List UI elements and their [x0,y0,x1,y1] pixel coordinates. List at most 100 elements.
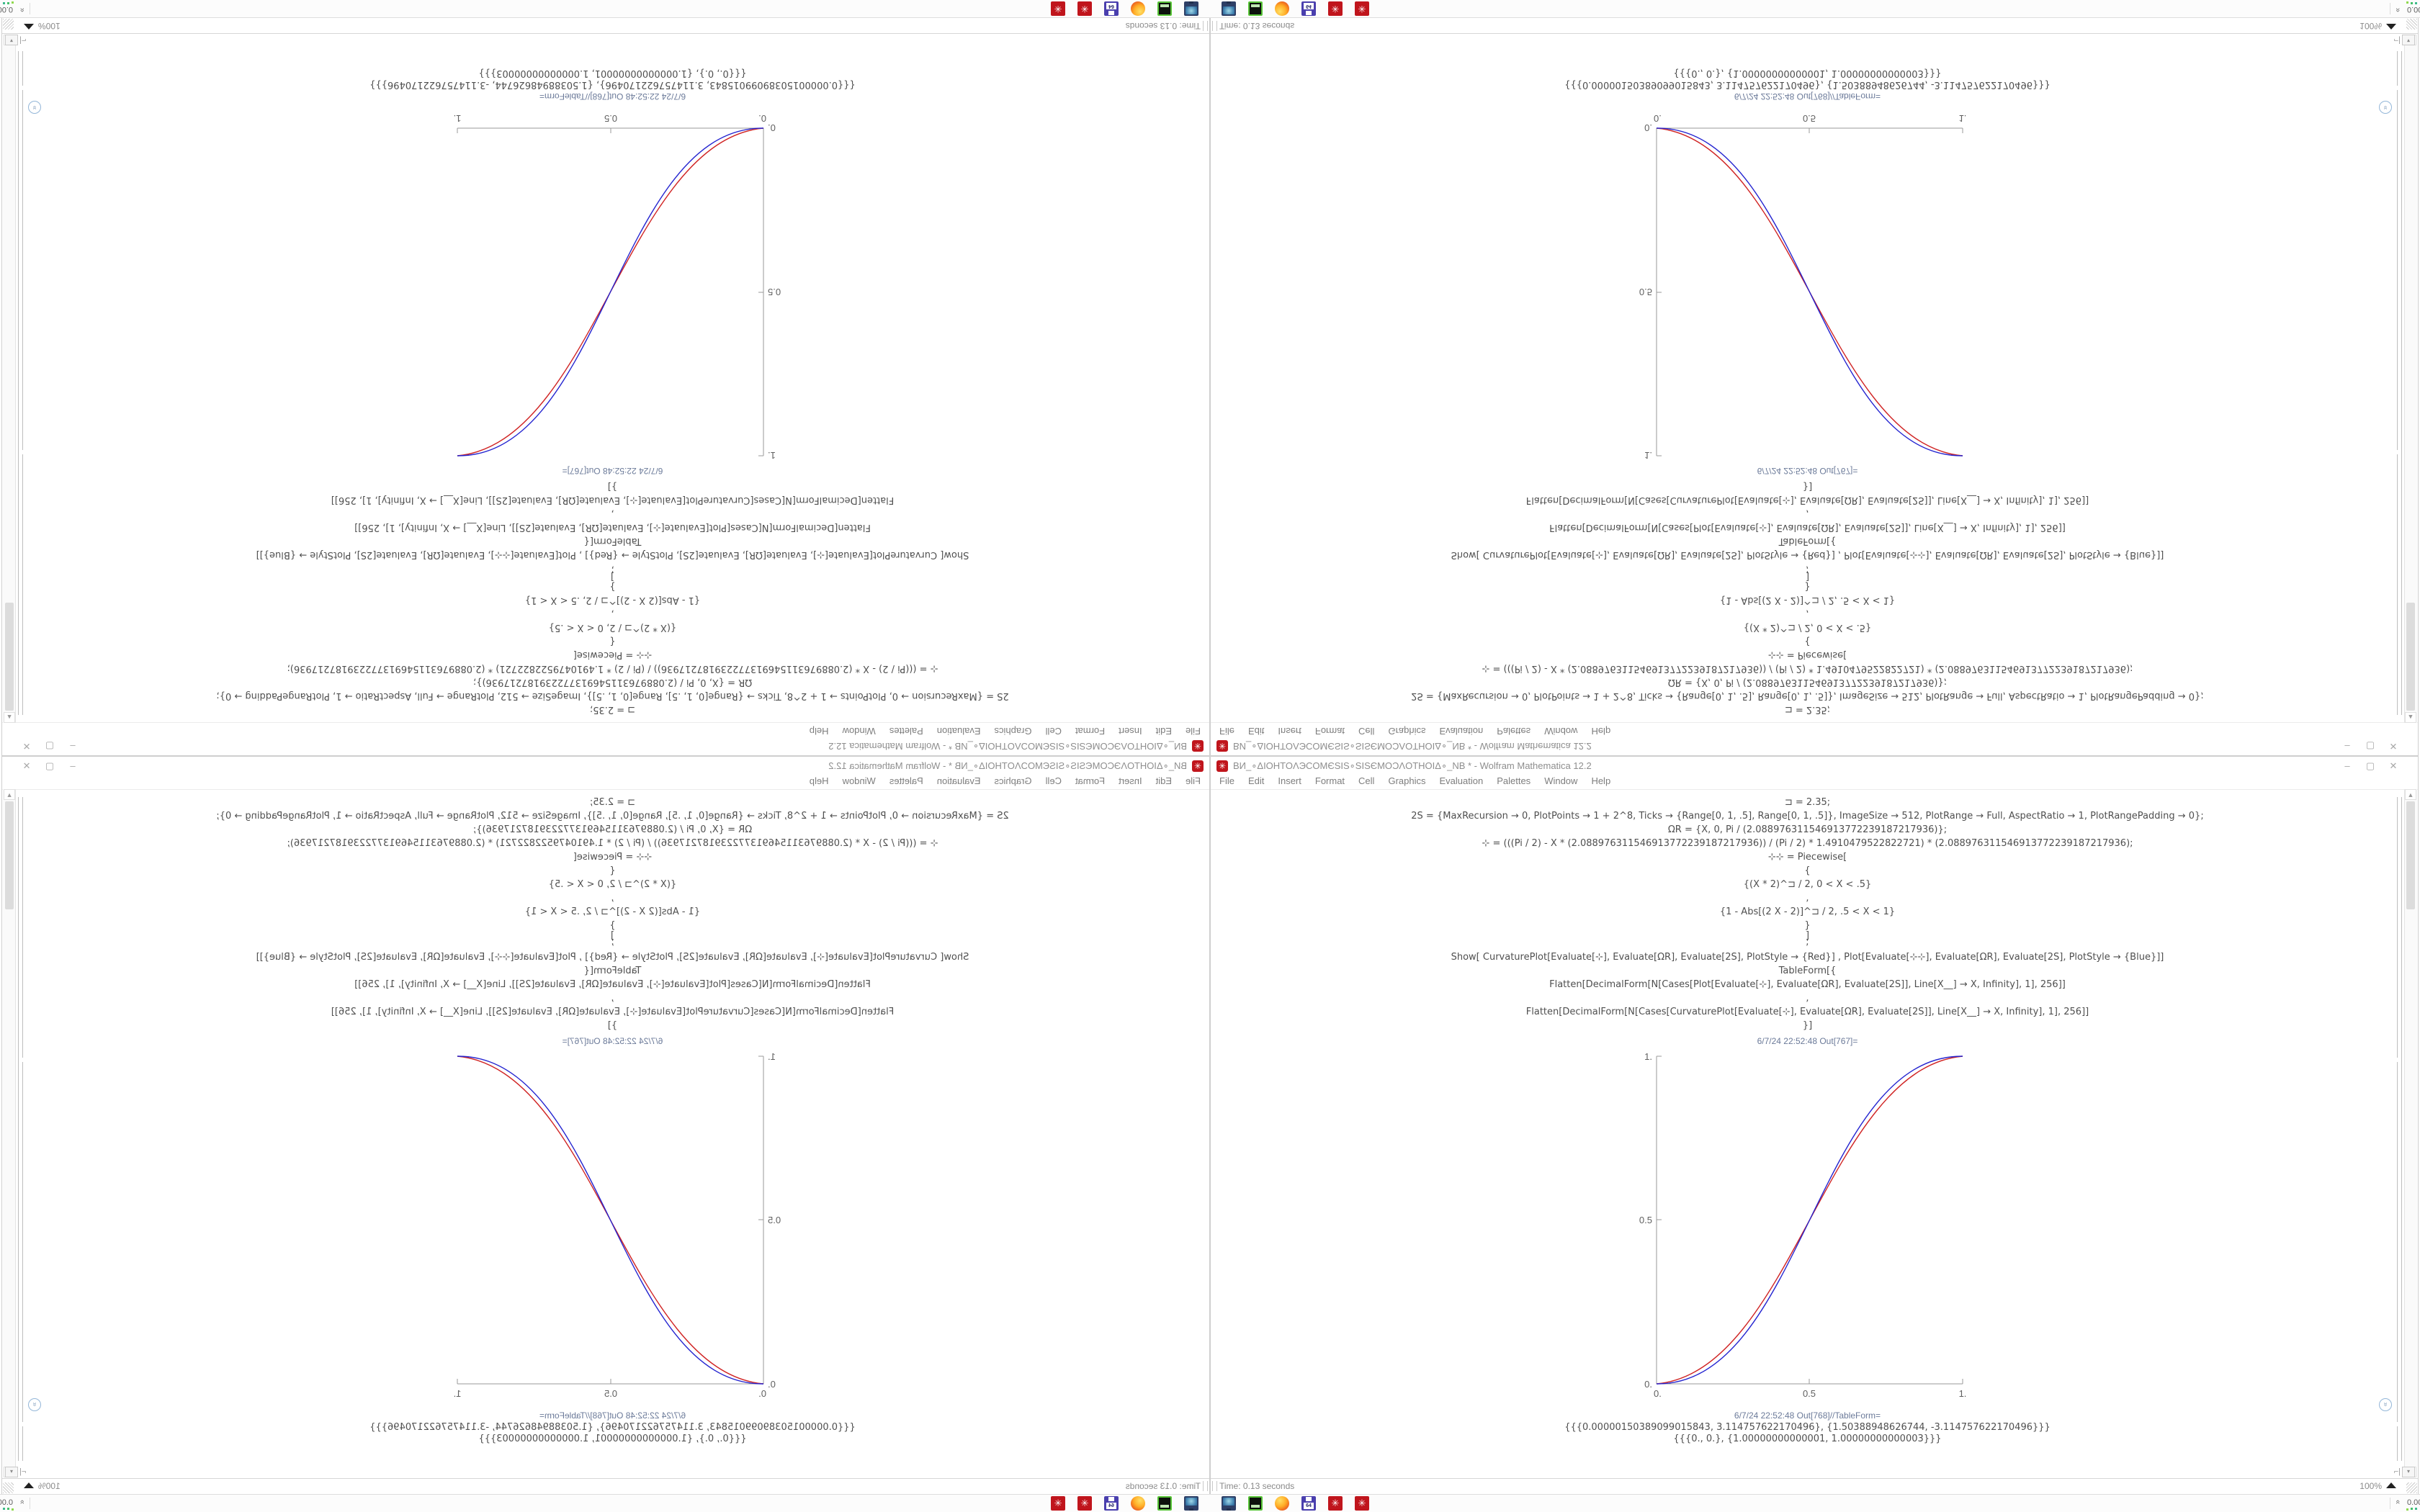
input-code-line[interactable]: ΩR = {X, 0, Pi / (2.08897631154691377223… [472,824,753,835]
magnification-dropdown[interactable]: ▾ [2402,35,2415,45]
input-code-line[interactable]: ] [1805,930,1810,941]
input-code-line[interactable]: Flatten[DecimalForm[N[Cases[Plot[Evaluat… [354,522,871,533]
cell-bracket-group[interactable] [2401,797,2402,1461]
cell-bracket-output-plot[interactable] [22,90,23,450]
vertical-scrollbar[interactable]: ▲ ▼ [3,35,16,723]
input-code-line[interactable]: {(X * 2)^⊐ / 2, 0 < X < .5} [548,879,677,890]
input-code-line[interactable]: 2S = {MaxRecursion → 0, PlotPoints → 1 +… [216,690,1009,701]
input-code-line[interactable]: ΩR = {X, 0, Pi / (2.08897631154691377223… [472,677,753,688]
mathematica-icon[interactable]: ✳ [1077,1,1092,16]
cell-bracket-input[interactable] [2397,797,2398,1058]
menu-edit[interactable]: Edit [1247,726,1265,737]
double-chevron-button[interactable]: » [28,101,41,114]
input-code-line[interactable]: TableForm[{ [1778,536,1837,546]
floppy64-icon[interactable]: 64 [1301,1496,1316,1511]
menu-palettes[interactable]: Palettes [1497,726,1531,737]
menu-insert[interactable]: Insert [1119,726,1142,737]
tray-expand-icon[interactable]: « [17,1499,27,1505]
minimize-button[interactable]: – [70,760,76,771]
menu-edit[interactable]: Edit [1247,775,1265,786]
scrollbar-thumb[interactable] [2406,603,2415,711]
mathematica-icon[interactable]: ✳ [1328,1,1343,16]
input-code-line[interactable]: , [611,993,614,1004]
zoom-level-label[interactable]: 100% [2360,21,2382,31]
input-code-line[interactable]: {1 - Abs[(2 X - 2)]^⊐ / 2, .5 < X < 1} [1719,595,1896,606]
cell-bracket-output-table[interactable] [2397,1426,2398,1461]
magnification-dropdown[interactable]: ▾ [5,35,18,45]
cell-bracket-input[interactable] [22,797,23,1058]
scroll-up-icon[interactable]: ▲ [2405,712,2416,723]
input-code-line[interactable]: Show[ CurvaturePlot[Evaluate[⊹], Evaluat… [1451,952,2164,963]
menu-palettes[interactable]: Palettes [1497,775,1531,786]
minimize-button[interactable]: – [2344,760,2350,771]
input-code-line[interactable]: TableForm[{ [583,966,642,976]
input-code-line[interactable]: ⊹ = (((Pi / 2) - X * (2.0889763115469137… [1482,663,2133,674]
input-code-line[interactable]: ; [611,564,614,575]
menu-file[interactable]: File [1219,726,1234,737]
input-code-line[interactable]: {(X * 2)^⊐ / 2, 0 < X < .5} [548,622,677,633]
input-code-line[interactable]: , [1806,993,1809,1004]
zoom-level-label[interactable]: 100% [38,1481,60,1491]
menu-window[interactable]: Window [842,726,876,737]
menu-format[interactable]: Format [1075,775,1106,786]
resize-grip[interactable] [2406,1482,2417,1493]
tray-expand-icon[interactable]: « [2393,7,2403,13]
zoom-level-label[interactable]: 100% [38,21,60,31]
input-code-line[interactable]: }] [607,1020,618,1031]
scroll-up-icon[interactable]: ▲ [2405,789,2416,800]
menu-cell[interactable]: Cell [1045,726,1062,737]
green-drive-icon[interactable] [1248,1496,1263,1511]
input-code-line[interactable]: { [1804,865,1811,876]
dock-controls-icon[interactable]: ⌐| [19,1467,27,1476]
menu-cell[interactable]: Cell [1358,726,1375,737]
input-code-line[interactable]: ⊹⊹ = Piecewise[ [1767,852,1847,863]
maximize-button[interactable]: ▢ [2365,741,2375,752]
floppy64-icon[interactable]: 64 [1104,1496,1119,1511]
menu-help[interactable]: Help [809,726,829,737]
minimize-button[interactable]: – [2344,741,2350,752]
display-icon[interactable] [1184,1496,1198,1511]
maximize-button[interactable]: ▢ [2365,760,2375,771]
input-code-line[interactable]: }] [1802,481,1813,492]
menu-window[interactable]: Window [842,775,876,786]
menu-file[interactable]: File [1186,775,1201,786]
magnification-dropdown[interactable]: ▾ [2402,1467,2415,1477]
input-code-line[interactable]: , [1806,608,1809,619]
maximize-button[interactable]: ▢ [45,760,55,771]
menu-help[interactable]: Help [809,775,829,786]
input-code-line[interactable]: ⊹⊹ = Piecewise[ [573,852,653,863]
menu-edit[interactable]: Edit [1155,726,1173,737]
input-code-line[interactable]: , [611,508,614,519]
menu-evaluation[interactable]: Evaluation [936,775,981,786]
input-code-line[interactable]: TableForm[{ [583,536,642,546]
input-code-line[interactable]: ; [1806,937,1809,948]
input-code-line[interactable]: }] [607,481,618,492]
menu-file[interactable]: File [1186,726,1201,737]
menu-insert[interactable]: Insert [1119,775,1142,786]
title-bar[interactable]: ✳ ВИ_∘ΔIOHTOΛЭCOMЄЅIЅ∘ЅIЅЄMOƆΛOTHOIΔ∘_NB… [2,757,1209,775]
input-code-line[interactable]: , [1806,893,1809,904]
notebook-content[interactable]: ⊐ = 2.35; 2S = {MaxRecursion → 0, PlotPo… [1211,34,2403,722]
input-code-line[interactable]: ⊹⊹ = Piecewise[ [573,649,653,660]
input-code-line[interactable]: }] [1802,1020,1813,1031]
input-code-line[interactable]: { [609,865,616,876]
input-code-line[interactable]: ⊐ = 2.35; [1784,797,1831,808]
output-plot[interactable]: 1. 0.5 0. 0. 0.5 1. [433,1049,793,1407]
resize-grip[interactable] [3,1482,14,1493]
input-code-line[interactable]: {1 - Abs[(2 X - 2)]^⊐ / 2, .5 < X < 1} [524,595,701,606]
output-plot[interactable]: 1. 0.5 0. 0. 0.5 1. [433,105,793,463]
output-plot[interactable]: 1. 0.5 0. 0. 0.5 1. [1628,1049,1988,1407]
input-code-line[interactable]: ΩR = {X, 0, Pi / (2.08897631154691377223… [1667,824,1948,835]
menu-evaluation[interactable]: Evaluation [936,726,981,737]
input-code-line[interactable]: {1 - Abs[(2 X - 2)]^⊐ / 2, .5 < X < 1} [524,906,701,917]
title-bar[interactable]: ✳ ВИ_∘ΔIOHTOΛЭCOMЄЅIЅ∘ЅIЅЄMOƆΛOTHOIΔ∘_NB… [2,737,1209,755]
input-code-line[interactable]: } [1804,920,1811,931]
scrollbar-thumb[interactable] [2406,801,2415,909]
menu-palettes[interactable]: Palettes [889,775,923,786]
input-code-line[interactable]: 2S = {MaxRecursion → 0, PlotPoints → 1 +… [1411,811,2204,822]
close-button[interactable]: ✕ [22,760,31,771]
menu-graphics[interactable]: Graphics [1388,726,1426,737]
menu-graphics[interactable]: Graphics [1388,775,1426,786]
vertical-scrollbar[interactable]: ▲ ▼ [2404,35,2417,723]
cell-bracket-input[interactable] [2397,454,2398,715]
